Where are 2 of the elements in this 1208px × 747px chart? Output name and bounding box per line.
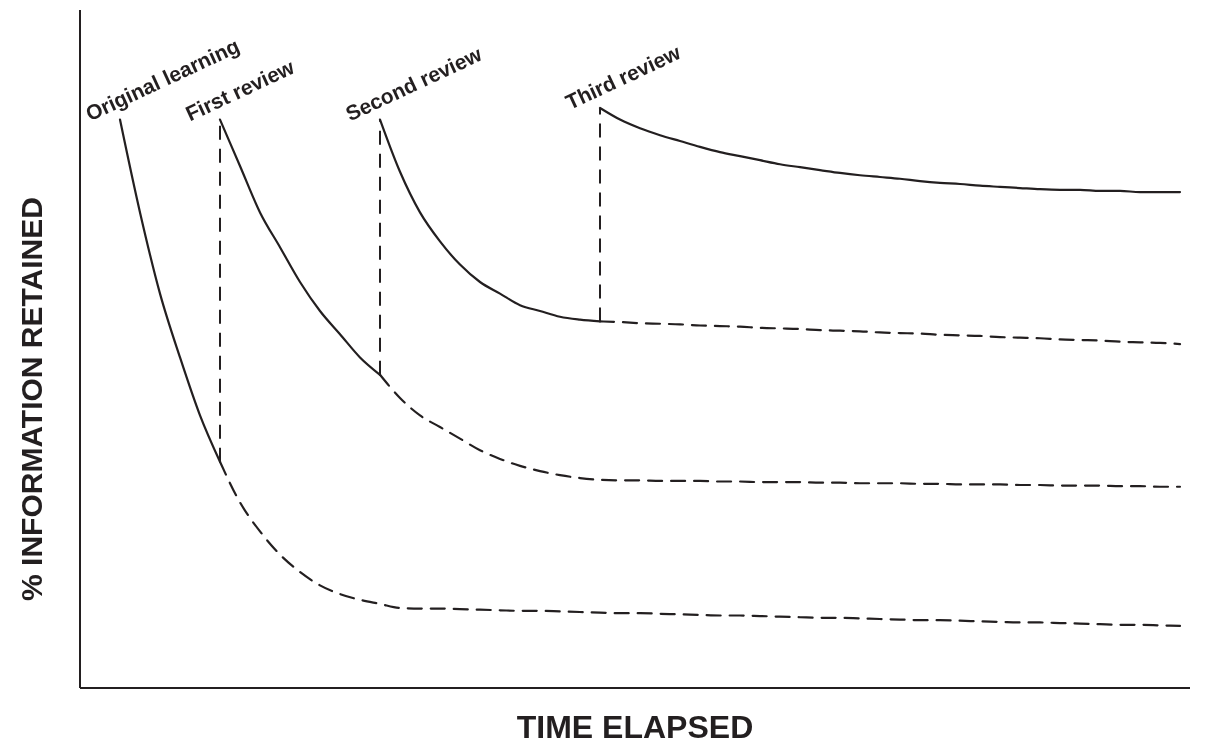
y-axis-title: % INFORMATION RETAINED [15,197,48,601]
x-axis-title: TIME ELAPSED [516,709,754,745]
